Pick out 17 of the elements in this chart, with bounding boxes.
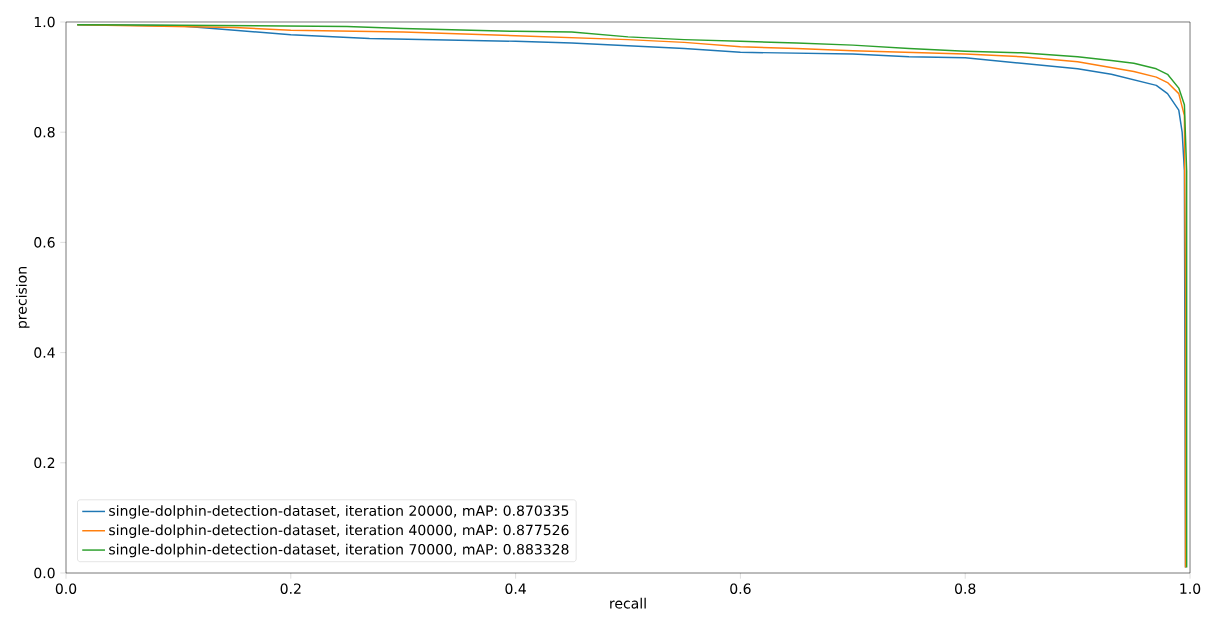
legend-label: single-dolphin-detection-dataset, iteration 70000, mAP: 0.883328 (109, 543, 569, 558)
y-tick-label: 0.8 (34, 126, 55, 138)
y-tick-label: 0.4 (34, 347, 55, 358)
x-tick-label: 0.6 (730, 583, 751, 594)
y-tick-label: 0.2 (34, 457, 55, 469)
y-axis-title: precision (15, 267, 30, 328)
x-tick-label: 0.0 (55, 583, 77, 594)
x-tick-label: 1.0 (1180, 583, 1201, 594)
y-tick-label: 0.6 (34, 237, 55, 248)
legend-label: single-dolphin-detection-dataset, iteration 40000, mAP: 0.877526 (109, 524, 569, 538)
legend-label: single-dolphin-detection-dataset, iteration 20000, mAP: 0.870335 (109, 505, 569, 519)
x-tick-label: 0.2 (280, 583, 301, 594)
x-tick-label: 0.8 (955, 583, 976, 594)
x-tick-label: 0.4 (505, 583, 526, 594)
y-tick-label: 1.0 (34, 16, 55, 28)
x-axis-title: recall (610, 597, 646, 609)
y-tick-label: 0.0 (34, 567, 55, 579)
